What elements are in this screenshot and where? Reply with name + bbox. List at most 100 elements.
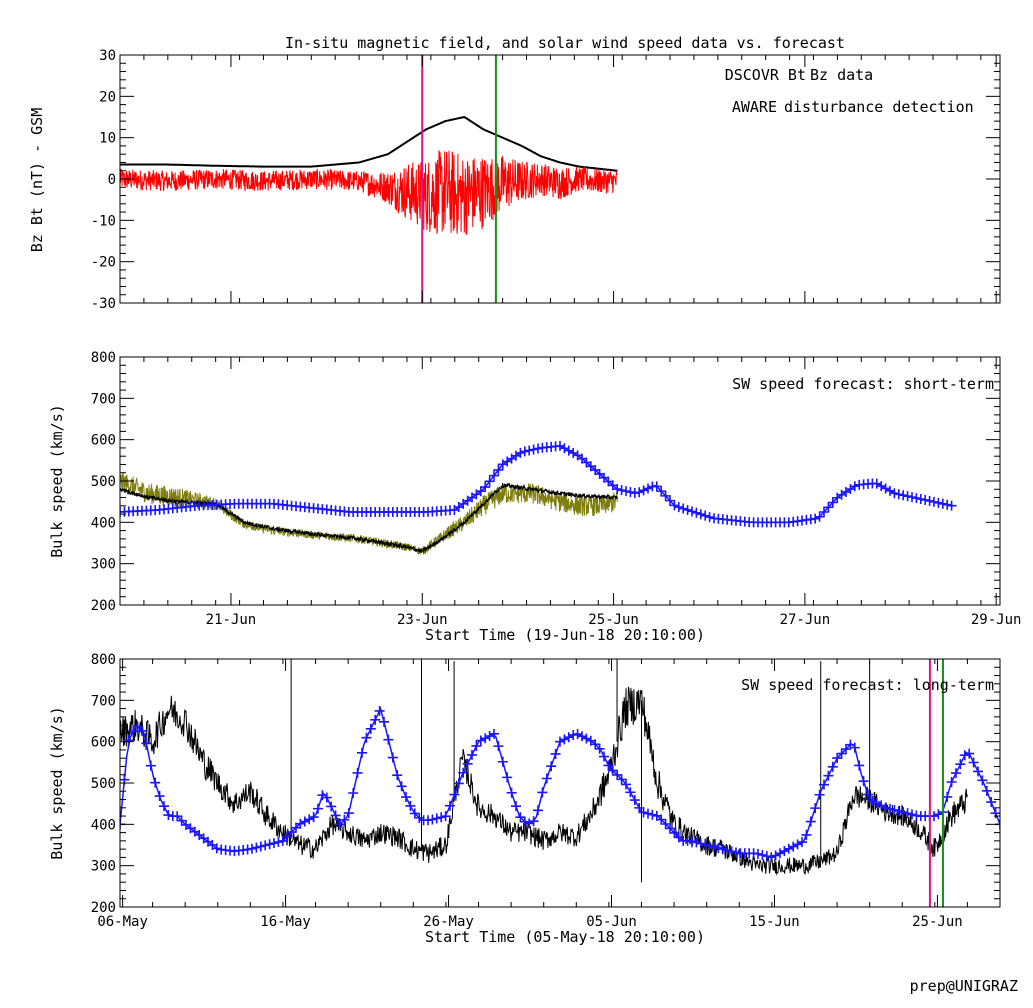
- series-forecast-marker: [761, 851, 772, 862]
- series-forecast-marker: [123, 735, 134, 746]
- series-forecast-marker: [709, 841, 719, 852]
- series-forecast-marker: [687, 506, 697, 517]
- series-forecast-marker: [599, 751, 609, 762]
- series-forecast-marker: [299, 816, 310, 827]
- series-forecast-marker: [783, 843, 794, 854]
- series-forecast-marker: [788, 841, 799, 852]
- series-forecast-marker: [295, 818, 306, 829]
- series-forecast-marker: [682, 504, 693, 515]
- series-forecast-marker: [568, 729, 579, 740]
- ytick-label: 600: [91, 433, 116, 449]
- series-forecast-marker: [981, 785, 992, 796]
- series-forecast-marker: [445, 800, 455, 811]
- panel2-xlabel: Start Time (19-Jun-18 20:10:00): [425, 626, 705, 644]
- series-forecast-marker: [577, 731, 587, 742]
- series-forecast-marker: [766, 852, 777, 863]
- series-forecast-marker: [489, 470, 499, 481]
- series-forecast-marker: [814, 511, 825, 522]
- series-forecast-marker: [431, 813, 442, 824]
- series-forecast-marker: [678, 503, 689, 514]
- series-forecast-marker: [700, 839, 711, 850]
- series-forecast-marker: [277, 835, 288, 846]
- series-forecast-marker: [797, 837, 807, 848]
- series-forecast-marker: [427, 814, 438, 825]
- series-forecast-marker: [942, 499, 953, 510]
- series-forecast-marker: [594, 743, 605, 754]
- series-forecast-marker: [924, 495, 935, 506]
- series-forecast-marker: [889, 804, 900, 815]
- ytick-label: 200: [91, 598, 116, 614]
- series-forecast-marker: [902, 808, 913, 819]
- ytick-label: 200: [91, 900, 116, 916]
- series-forecast-marker: [251, 842, 262, 853]
- xtick-label: 25-Jun: [912, 914, 963, 930]
- series-forecast-marker: [405, 800, 416, 811]
- series-forecast-marker: [810, 803, 821, 814]
- series-forecast-marker: [260, 840, 271, 851]
- series-forecast-marker: [313, 803, 323, 814]
- series-forecast-marker: [955, 759, 966, 770]
- series-forecast-marker: [506, 787, 517, 798]
- series-clip: [120, 116, 618, 236]
- series-clip: [120, 440, 957, 556]
- series-forecast-marker: [687, 836, 697, 847]
- series-forecast-marker: [700, 510, 711, 521]
- series-forecast-marker: [533, 805, 543, 816]
- panel2-axes: 800 700 600 500 400 300 200 21-Jun 23-Jun 25-Jun 2…: [91, 350, 1022, 628]
- series-forecast-marker: [607, 765, 618, 776]
- series-forecast-marker: [885, 485, 895, 496]
- series-forecast-marker: [920, 494, 931, 505]
- series-forecast-marker: [770, 850, 781, 861]
- ytick-label: -20: [91, 255, 116, 271]
- series-forecast-marker: [343, 808, 354, 819]
- figure-title: In-situ magnetic field, and solar wind s…: [285, 34, 845, 52]
- series-forecast-marker: [823, 770, 834, 781]
- series-forecast-marker: [247, 843, 257, 854]
- xtick-label: 26-May: [423, 914, 474, 930]
- series-forecast-marker: [691, 837, 702, 848]
- series-forecast-marker: [656, 814, 667, 825]
- series-forecast-marker: [876, 800, 887, 811]
- series-forecast-marker: [858, 776, 869, 787]
- series-forecast-marker: [458, 767, 469, 778]
- series-forecast-marker: [211, 843, 222, 854]
- series-forecast-marker: [255, 841, 266, 852]
- series-forecast-marker: [937, 498, 948, 509]
- credit: prep@UNIGRAZ: [910, 977, 1018, 995]
- series-forecast-marker: [911, 493, 922, 504]
- series-forecast-marker: [946, 777, 957, 788]
- series-forecast-marker: [819, 507, 829, 517]
- series-forecast-marker: [801, 829, 812, 840]
- series-forecast-marker: [893, 806, 904, 817]
- series-forecast-marker: [656, 486, 667, 497]
- series-forecast-marker: [484, 731, 495, 742]
- series-forecast-marker: [524, 445, 535, 456]
- series-forecast-marker: [150, 777, 161, 788]
- xtick-label: 27-Jun: [780, 612, 831, 628]
- ytick-label: 600: [91, 735, 116, 751]
- series-forecast-marker: [880, 802, 891, 813]
- series-forecast-marker: [819, 779, 829, 790]
- series-forecast-marker: [832, 753, 843, 764]
- series-forecast-marker: [370, 714, 381, 725]
- series-forecast-marker: [559, 443, 570, 454]
- series-forecast-marker: [704, 512, 715, 523]
- series-DSCOVR Bt: [120, 116, 618, 172]
- series-forecast-marker: [805, 816, 816, 827]
- series-forecast-marker: [933, 809, 944, 820]
- series-forecast-marker: [493, 741, 504, 752]
- series-forecast-marker: [339, 814, 350, 825]
- series-forecast-marker: [559, 734, 570, 745]
- series-forecast-marker: [907, 492, 917, 503]
- ytick-label: 700: [91, 391, 116, 407]
- series-forecast-marker: [541, 773, 552, 784]
- series-forecast-marker: [863, 789, 873, 800]
- series-forecast-marker: [528, 444, 539, 455]
- series-forecast-marker: [907, 809, 917, 820]
- series-forecast-marker: [357, 747, 367, 758]
- series-forecast-marker: [731, 847, 741, 858]
- series-forecast-marker: [154, 791, 165, 802]
- series-forecast-marker: [625, 787, 636, 798]
- series-forecast-marker: [286, 827, 297, 838]
- series-forecast-marker: [669, 500, 680, 511]
